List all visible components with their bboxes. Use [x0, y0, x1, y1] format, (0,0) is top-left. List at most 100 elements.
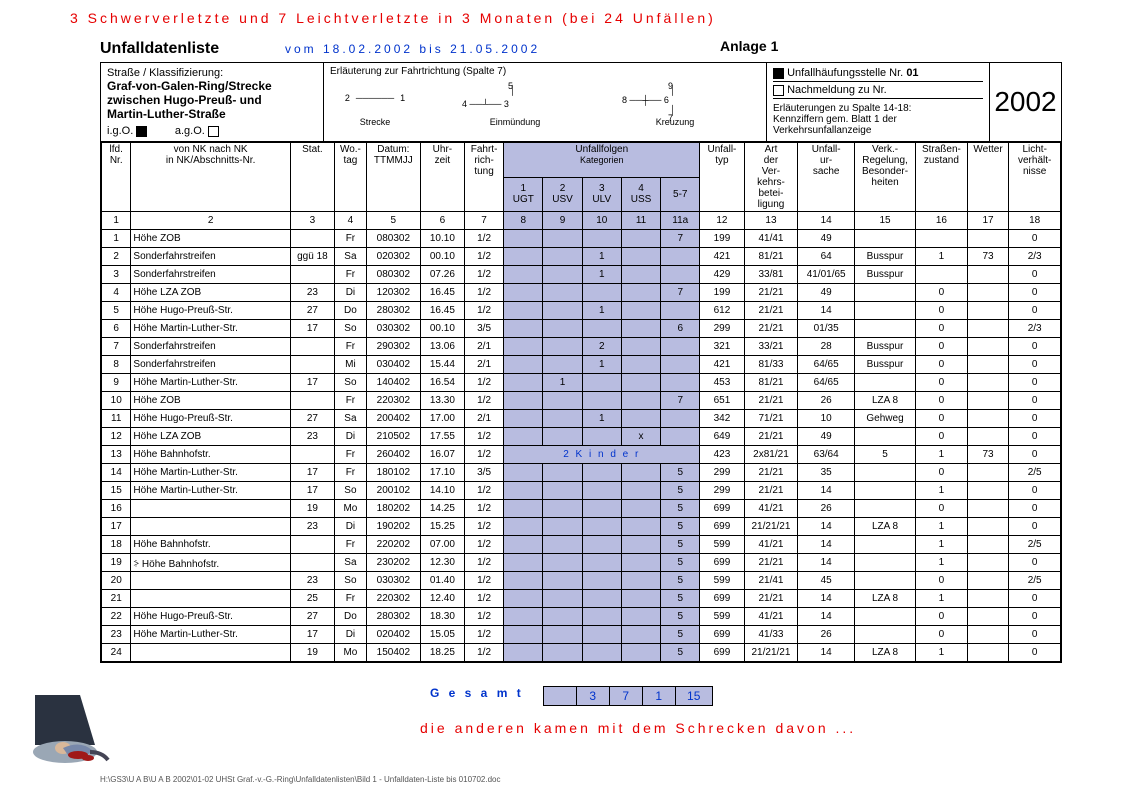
cell	[854, 536, 915, 554]
cell: LZA 8	[854, 644, 915, 662]
nm-checkbox	[773, 85, 784, 96]
cell: 07.00	[420, 536, 464, 554]
cell	[967, 338, 1009, 356]
cell: LZA 8	[854, 590, 915, 608]
kat-cell	[621, 230, 660, 248]
kat-cell: 5	[661, 572, 700, 590]
cell: 120302	[366, 284, 420, 302]
victim-illustration	[30, 690, 130, 770]
kat-cell	[504, 230, 543, 248]
kat-cell: 1	[582, 356, 621, 374]
kat-cell	[543, 338, 582, 356]
cell: 1/2	[464, 644, 503, 662]
kat-cell	[582, 626, 621, 644]
cell	[290, 356, 334, 374]
cell: 3	[102, 266, 131, 284]
cell: 8	[102, 356, 131, 374]
kat-cell	[504, 266, 543, 284]
col-header: 3ULV	[582, 177, 621, 212]
kat-cell	[582, 464, 621, 482]
cell: 45	[798, 572, 854, 590]
cell: 73	[967, 248, 1009, 266]
cell	[967, 230, 1009, 248]
cell: 0	[1009, 392, 1061, 410]
cell: 7	[102, 338, 131, 356]
col-number: 11a	[661, 212, 700, 230]
cell: 280302	[366, 302, 420, 320]
cell: 25	[290, 590, 334, 608]
table-row: 4Höhe LZA ZOB23Di12030216.451/2719921/21…	[102, 284, 1061, 302]
cell: 0	[916, 572, 968, 590]
cell: 2	[102, 248, 131, 266]
cell: 2/3	[1009, 320, 1061, 338]
dia-strecke: Strecke	[330, 117, 420, 127]
cell	[967, 302, 1009, 320]
kat-cell	[504, 590, 543, 608]
cell: Sonderfahrstreifen	[131, 248, 290, 266]
kat-cell	[582, 536, 621, 554]
cell: 429	[700, 266, 744, 284]
gesamt-label: G e s a m t	[430, 686, 524, 706]
cell: 0	[916, 302, 968, 320]
cell: So	[334, 320, 366, 338]
cell: So	[334, 374, 366, 392]
col-header: lfd.Nr.	[102, 143, 131, 212]
cell: Höhe Bahnhofstr.	[131, 536, 290, 554]
kat-cell	[543, 482, 582, 500]
kat-cell	[504, 356, 543, 374]
kat-cell	[504, 248, 543, 266]
erl-1: Erläuterungen zu Spalte 14-18:	[773, 103, 983, 114]
cell: 150402	[366, 644, 420, 662]
cell: 3/5	[464, 320, 503, 338]
cell: 0	[1009, 284, 1061, 302]
col-header: Unfall-typ	[700, 143, 744, 212]
cell: 49	[798, 284, 854, 302]
kat-cell	[504, 410, 543, 428]
cell: 14	[798, 536, 854, 554]
form-box: Straße / Klassifizierung: Graf-von-Galen…	[100, 62, 1062, 663]
cell: 2x81/21	[744, 446, 798, 464]
cell: 0	[916, 500, 968, 518]
cell: Höhe Hugo-Preuß-Str.	[131, 410, 290, 428]
cell: 180102	[366, 464, 420, 482]
meta-block: Unfallhäufungsstelle Nr. 01 Nachmeldung …	[767, 63, 990, 141]
kat-cell	[543, 410, 582, 428]
kat-cell	[543, 608, 582, 626]
kat-cell	[504, 482, 543, 500]
col-header: 2USV	[543, 177, 582, 212]
footer-red: die anderen kamen mit dem Schrecken davo…	[420, 720, 856, 736]
cell: 1/2	[464, 626, 503, 644]
cell: 10	[798, 410, 854, 428]
cell: 14.25	[420, 500, 464, 518]
cell: 0	[916, 464, 968, 482]
col-number: 11	[621, 212, 660, 230]
cell: 0	[1009, 518, 1061, 536]
kat-cell: 2	[582, 338, 621, 356]
cell: 2/5	[1009, 464, 1061, 482]
cell	[131, 500, 290, 518]
cell: 0	[1009, 428, 1061, 446]
cell: Sa	[334, 248, 366, 266]
dia-einm: Einmündung	[450, 117, 580, 127]
kat-cell	[621, 644, 660, 662]
col-number: 13	[744, 212, 798, 230]
kat-cell: 5	[661, 464, 700, 482]
cell: 0	[1009, 500, 1061, 518]
cell: Fr	[334, 266, 366, 284]
cell: 26	[798, 392, 854, 410]
cell: 699	[700, 500, 744, 518]
kat-cell	[661, 338, 700, 356]
kat-cell: 7	[661, 392, 700, 410]
kat-cell: 5	[661, 554, 700, 572]
kat-cell	[621, 608, 660, 626]
cell: Höhe Martin-Luther-Str.	[131, 464, 290, 482]
cell: 13.30	[420, 392, 464, 410]
cell: 21/21	[744, 392, 798, 410]
table-row: 2419Mo15040218.251/2569921/21/2114LZA 81…	[102, 644, 1061, 662]
kat-cell	[582, 230, 621, 248]
cell: Sa	[334, 554, 366, 572]
cell	[967, 392, 1009, 410]
headline-red: 3 Schwerverletzte und 7 Leichtverletzte …	[70, 10, 716, 26]
cell: 19	[290, 644, 334, 662]
cell: Sonderfahrstreifen	[131, 356, 290, 374]
